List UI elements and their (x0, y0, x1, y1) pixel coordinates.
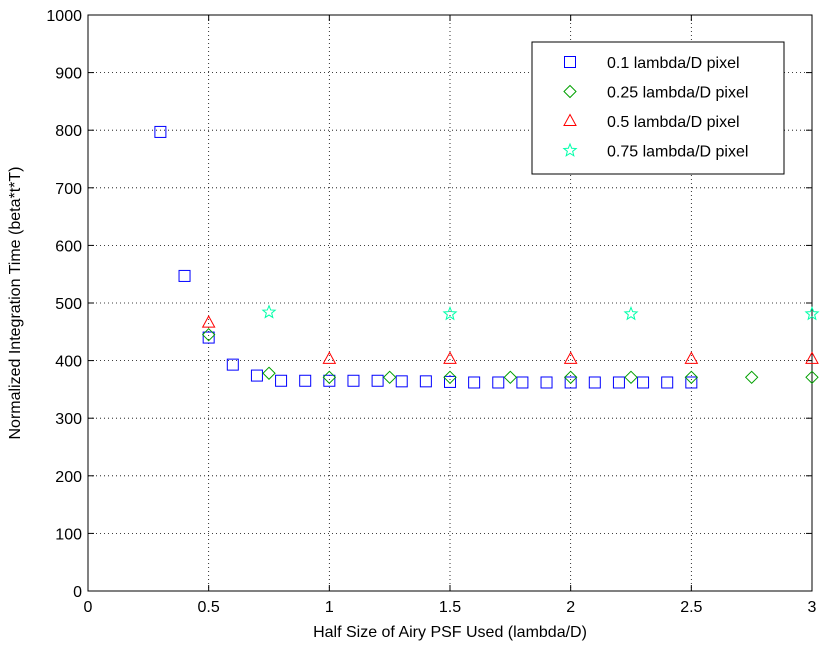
x-tick-label: 0.5 (198, 599, 220, 616)
data-point (202, 331, 215, 344)
data-point (275, 374, 288, 387)
legend-label: 0.25 lambda/D pixel (607, 85, 748, 102)
data-point (684, 370, 699, 385)
data-point (299, 374, 312, 387)
data-point (442, 306, 458, 321)
data-point (201, 315, 216, 328)
y-tick-label: 500 (55, 296, 82, 313)
x-tick-label: 1.5 (439, 599, 461, 616)
data-point (744, 370, 759, 385)
x-tick-label: 1 (325, 599, 334, 616)
data-point (623, 306, 639, 321)
legend-marker (563, 84, 577, 99)
y-tick-label: 300 (55, 411, 82, 428)
x-tick-label: 0 (84, 599, 93, 616)
grid-lines (88, 15, 812, 591)
data-point (322, 351, 337, 364)
data-point (637, 376, 650, 389)
axis-ticks: 0 0.5 1 1.5 2 2.5 3 0 100 200 300 400 500 600 700 800 90… (46, 8, 816, 616)
y-tick-label: 100 (55, 526, 82, 543)
legend-marker (564, 56, 576, 68)
data-point (443, 370, 457, 385)
data-point (563, 351, 578, 364)
data-point (382, 370, 397, 385)
x-axis-label: Half Size of Airy PSF Used (lambda/D) (313, 624, 587, 641)
data-point (684, 351, 699, 364)
data-point (516, 376, 529, 389)
data-point (419, 375, 432, 388)
legend-entry: 0.75 lambda/D pixel (562, 142, 748, 161)
y-tick-label: 800 (55, 123, 82, 140)
data-point (322, 370, 337, 385)
data-point (261, 304, 277, 319)
data-point (624, 370, 638, 385)
y-tick-label: 600 (55, 238, 82, 255)
legend-box (531, 41, 785, 175)
y-tick-label: 900 (55, 66, 82, 83)
data-point (347, 374, 360, 387)
data-point (250, 369, 263, 382)
data-point (444, 375, 456, 388)
legend-entry: 0.25 lambda/D pixel (563, 84, 748, 102)
y-tick-label: 1000 (46, 8, 82, 25)
data-point (805, 351, 819, 364)
x-tick-label: 2.5 (680, 599, 702, 616)
data-point (323, 374, 336, 387)
data-markers (154, 125, 820, 389)
data-point (661, 376, 674, 389)
x-tick-label: 3 (808, 599, 817, 616)
data-point (564, 376, 577, 389)
legend-label: 0.1 lambda/D pixel (607, 55, 740, 72)
data-point (588, 376, 601, 389)
legend-label: 0.5 lambda/D pixel (607, 114, 740, 131)
series-3-points (201, 315, 819, 364)
data-point (371, 374, 384, 387)
series-2-points (201, 327, 819, 385)
data-point (154, 125, 167, 138)
y-tick-label: 700 (55, 181, 82, 198)
legend: 0.1 lambda/D pixel 0.25 lambda/D pixel 0.5… (531, 41, 785, 175)
legend-marker (563, 113, 577, 126)
y-tick-label: 400 (55, 354, 82, 371)
legend-entry: 0.5 lambda/D pixel (563, 113, 740, 131)
legend-entry: 0.1 lambda/D pixel (564, 55, 740, 72)
data-point (201, 327, 216, 342)
data-point (468, 376, 481, 389)
data-point (262, 366, 276, 380)
series-4-points (261, 304, 820, 321)
data-point (178, 269, 191, 282)
data-point (540, 376, 553, 389)
data-point (503, 370, 518, 385)
data-point (805, 370, 819, 385)
y-tick-label: 0 (73, 584, 82, 601)
data-point (492, 376, 505, 389)
data-point (612, 376, 625, 389)
y-tick-label: 200 (55, 469, 82, 486)
data-point (563, 370, 578, 385)
data-point (226, 358, 239, 371)
legend-marker (562, 142, 578, 157)
y-axis-label: Normalized Integration Time (beta*t*T) (7, 167, 24, 440)
legend-label: 0.75 lambda/D pixel (607, 144, 748, 161)
data-point (395, 375, 408, 388)
data-point (443, 351, 457, 364)
data-point (804, 306, 820, 321)
x-tick-label: 2 (566, 599, 575, 616)
data-point (685, 376, 698, 389)
series-1-points (154, 125, 698, 389)
